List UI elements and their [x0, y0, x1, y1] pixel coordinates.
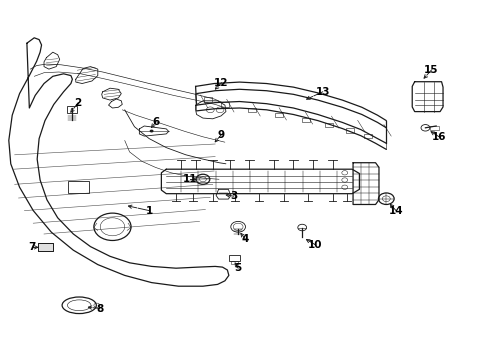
Text: 2: 2	[75, 98, 81, 108]
Bar	[67, 106, 77, 113]
Text: 12: 12	[214, 78, 228, 88]
Text: 16: 16	[431, 132, 446, 142]
Bar	[38, 243, 53, 251]
Bar	[324, 123, 332, 127]
Text: 9: 9	[217, 130, 224, 140]
Text: 3: 3	[230, 191, 237, 201]
Text: 6: 6	[152, 117, 159, 127]
Bar	[68, 181, 89, 193]
Text: 5: 5	[234, 263, 241, 273]
Text: 11: 11	[182, 174, 197, 184]
Text: 13: 13	[315, 87, 329, 97]
Bar	[203, 97, 211, 102]
Bar	[274, 113, 282, 117]
Bar	[228, 255, 239, 261]
Text: 1: 1	[145, 206, 152, 216]
Bar	[345, 129, 353, 133]
Bar	[230, 261, 237, 264]
Bar	[363, 134, 371, 138]
Bar	[429, 126, 438, 130]
Text: 10: 10	[307, 240, 322, 250]
Text: 8: 8	[96, 303, 103, 314]
Text: 15: 15	[423, 65, 438, 75]
Text: 4: 4	[241, 234, 249, 244]
Bar	[247, 108, 255, 112]
Text: 7: 7	[28, 242, 36, 252]
Bar	[221, 102, 228, 107]
Circle shape	[149, 130, 153, 132]
Text: 14: 14	[388, 206, 403, 216]
Bar	[38, 243, 53, 251]
Bar	[301, 118, 309, 122]
